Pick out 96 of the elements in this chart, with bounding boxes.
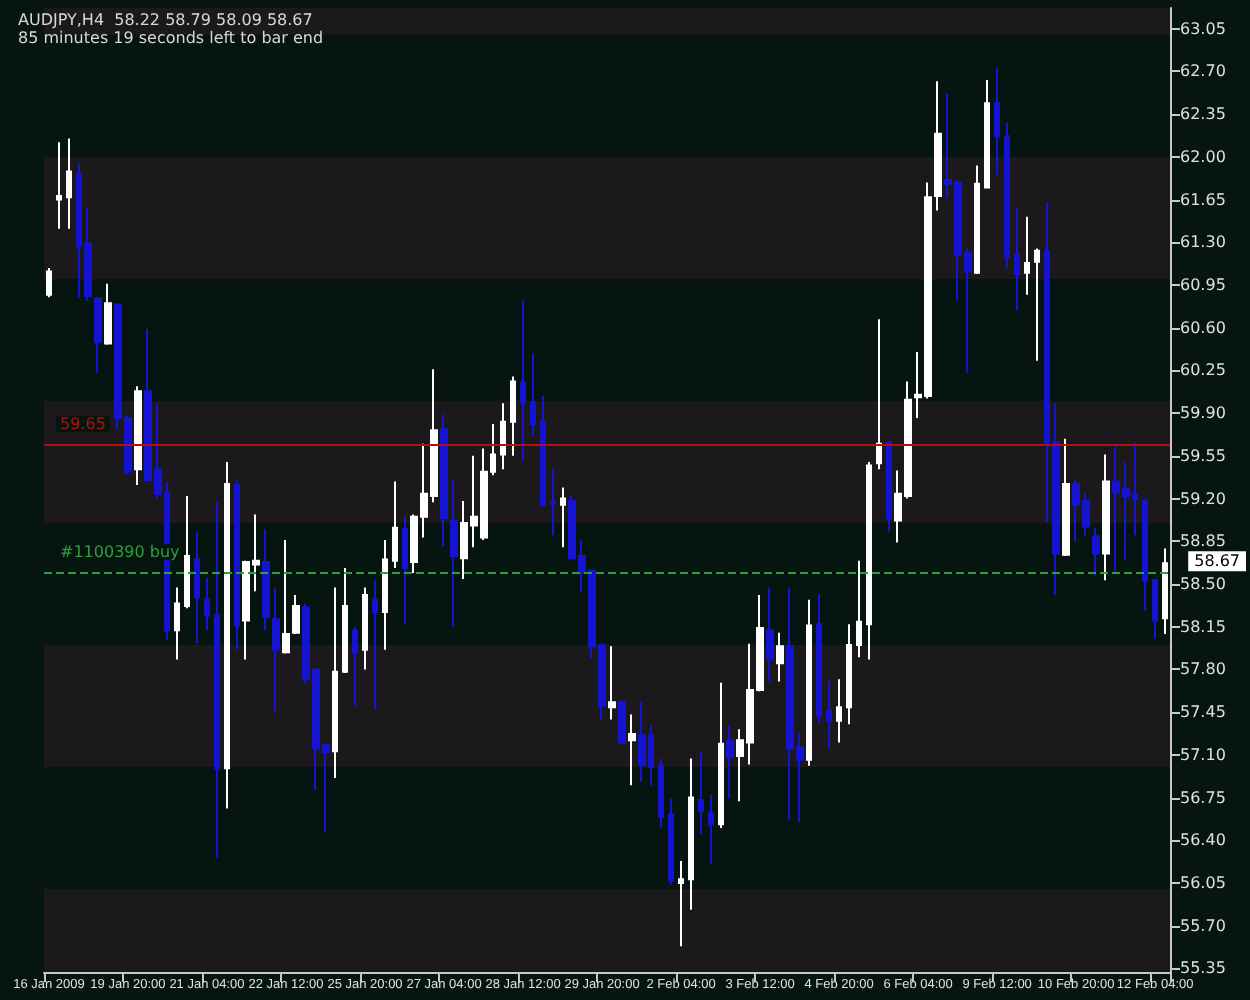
candlestick — [540, 395, 546, 509]
candlestick — [1162, 547, 1168, 635]
y-tick-label: 59.90 — [1180, 404, 1226, 423]
candlestick — [94, 296, 102, 374]
candlestick — [214, 501, 220, 859]
candlestick — [46, 266, 52, 299]
candlestick — [382, 539, 388, 651]
y-tick-label: 62.70 — [1180, 62, 1226, 81]
y-tick-label: 62.00 — [1180, 147, 1226, 166]
candlestick — [450, 479, 458, 628]
candlestick — [272, 586, 280, 714]
candlestick — [1014, 207, 1020, 312]
candlestick — [708, 794, 714, 865]
y-tick-label: 56.75 — [1180, 788, 1226, 807]
candlestick — [440, 413, 448, 548]
candlestick — [1004, 121, 1010, 269]
candlestick — [726, 724, 734, 800]
candlestick — [776, 631, 784, 683]
y-tick-label: 61.65 — [1180, 190, 1226, 209]
candlestick — [1092, 526, 1100, 577]
candlestick — [994, 66, 1000, 177]
candlestick — [104, 282, 112, 346]
candlestick — [332, 586, 338, 779]
candlestick — [1102, 453, 1110, 582]
candlestick — [1142, 497, 1148, 612]
candlestick — [1024, 215, 1030, 296]
candlestick — [184, 495, 190, 610]
candlestick — [806, 598, 812, 767]
candlestick — [668, 797, 674, 886]
candlestick — [134, 385, 142, 487]
y-tick-label: 58.15 — [1180, 617, 1226, 636]
candlestick — [510, 375, 516, 457]
candlestick — [678, 859, 684, 948]
y-tick-label: 55.70 — [1180, 916, 1226, 935]
candlestick — [618, 698, 626, 745]
candlestick — [1062, 437, 1070, 557]
y-tick-label: 62.35 — [1180, 105, 1226, 124]
candlestick — [530, 352, 536, 437]
candlestick — [234, 479, 240, 651]
candlestick — [1152, 578, 1158, 640]
y-tick-label: 60.95 — [1180, 276, 1226, 294]
y-tick-label: 59.20 — [1180, 489, 1226, 508]
y-tick-label: 55.35 — [1180, 959, 1226, 978]
candlestick — [352, 625, 358, 707]
candlestick — [342, 567, 348, 675]
candlestick — [876, 318, 882, 471]
candlestick — [224, 460, 230, 810]
candlestick — [766, 586, 774, 683]
candlestick — [836, 678, 842, 744]
candlestick — [816, 592, 822, 725]
candlestick — [974, 164, 980, 276]
candlestick — [500, 402, 506, 471]
text: 85 minutes 19 seconds left to bar end — [18, 29, 324, 47]
candlestick — [204, 576, 210, 632]
y-tick-label: 57.45 — [1180, 703, 1226, 722]
candlestick — [628, 713, 636, 787]
candlestick — [984, 79, 990, 190]
candlestick — [362, 586, 368, 671]
y-tick-label: 58.50 — [1180, 574, 1226, 593]
candlestick — [194, 530, 200, 645]
y-tick-label: 60.25 — [1180, 361, 1226, 380]
candlestick — [856, 559, 862, 659]
y-tick-label: 56.05 — [1180, 873, 1226, 892]
y-tick-label: 58.85 — [1180, 532, 1226, 551]
candlestick — [550, 468, 556, 537]
y-tick-label: 63.05 — [1180, 19, 1226, 38]
candlestick — [560, 486, 566, 549]
candlestick — [658, 757, 664, 830]
candlestick — [608, 645, 616, 721]
candlestick — [698, 750, 704, 836]
candlestick — [174, 586, 180, 661]
candlestick — [520, 299, 526, 462]
candlestick — [826, 678, 832, 750]
candlestick — [846, 623, 852, 726]
candlestick — [688, 757, 694, 911]
candlestick — [66, 137, 72, 230]
text: 58.67 — [1194, 552, 1241, 571]
y-tick-label: 61.30 — [1180, 233, 1226, 252]
candlestick — [372, 579, 378, 711]
candlestick — [1034, 247, 1040, 362]
y-tick-label: 60.60 — [1180, 318, 1226, 337]
candlestick — [638, 701, 646, 783]
candlestick — [866, 460, 872, 661]
ref-line-label: #1100390 buy — [60, 542, 181, 561]
chart-title: AUDJPY,H4 58.22 58.79 58.09 58.67 — [18, 11, 313, 29]
candlestick — [718, 681, 724, 830]
candlestick — [886, 440, 892, 533]
candlestick — [392, 480, 398, 570]
candlestick — [262, 528, 270, 632]
candlestick — [402, 515, 408, 626]
y-tick-label: 56.40 — [1180, 831, 1226, 850]
y-tick-label: 57.80 — [1180, 660, 1226, 679]
ref-line-label: 59.65 — [60, 414, 106, 433]
y-tick-label: 59.55 — [1180, 446, 1226, 465]
y-tick-label: 57.10 — [1180, 745, 1226, 764]
candlestick — [56, 141, 62, 230]
